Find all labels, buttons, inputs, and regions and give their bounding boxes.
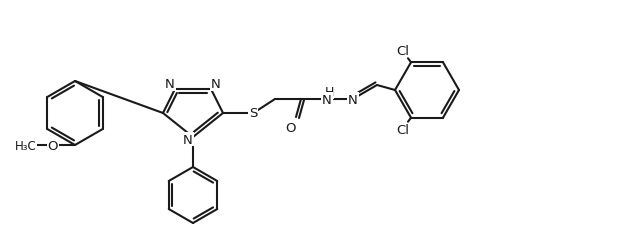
Text: S: S bbox=[249, 107, 257, 120]
Text: N: N bbox=[322, 93, 332, 106]
Text: Cl: Cl bbox=[397, 45, 410, 58]
Text: N: N bbox=[211, 78, 221, 91]
Text: Cl: Cl bbox=[397, 124, 410, 137]
Text: H₃C: H₃C bbox=[15, 139, 37, 152]
Text: N: N bbox=[165, 78, 175, 91]
Text: N: N bbox=[348, 93, 358, 106]
Text: N: N bbox=[183, 133, 193, 146]
Text: O: O bbox=[48, 139, 58, 152]
Text: H: H bbox=[324, 86, 333, 99]
Text: O: O bbox=[285, 121, 296, 134]
